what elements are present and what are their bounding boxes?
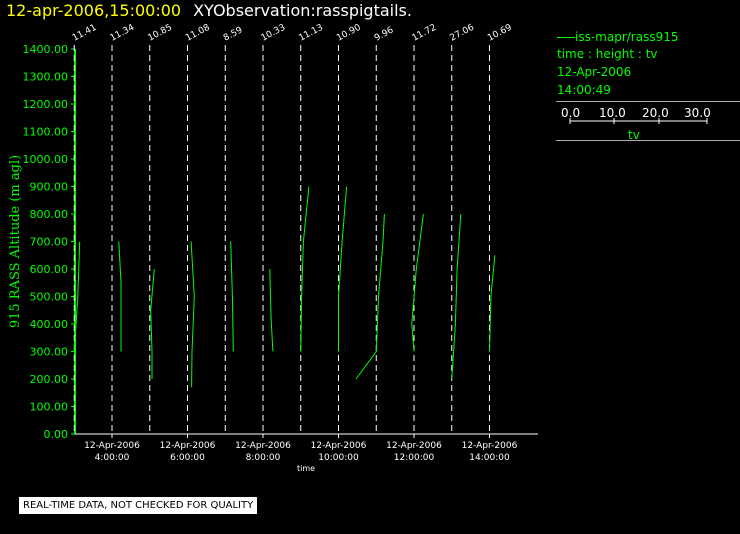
profile-value-label: 10.69 — [486, 23, 514, 44]
header-title: XYObservation:rasspigtails. — [193, 1, 412, 20]
x-tick-time: 8:00:00 — [246, 453, 281, 463]
profile-line — [300, 186, 310, 352]
x-tick-date: 12-Apr-2006 — [386, 441, 442, 451]
legend-scale: 0.0 10.0 20.0 30.0 tv — [561, 106, 711, 142]
legend-scale-label: tv — [628, 128, 640, 142]
legend-date: 12-Apr-2006 — [557, 65, 632, 79]
quality-warning-badge: REAL-TIME DATA, NOT CHECKED FOR QUALITY — [19, 497, 258, 514]
profile-value-label: 10.85 — [146, 23, 173, 44]
profile-line — [489, 255, 496, 352]
profile-line — [150, 268, 155, 379]
y-tick-label: 100.00 — [30, 401, 69, 414]
profile-value-label: 9.96 — [373, 25, 396, 43]
legend-series-name: iss-mapr/rass915 — [575, 30, 679, 44]
profile-value-label: 11.34 — [109, 23, 137, 44]
legend-time: 14:00:49 — [557, 83, 611, 97]
y-tick-label: 700.00 — [30, 236, 69, 249]
x-tick-date: 12-Apr-2006 — [84, 441, 140, 451]
x-tick-time: 10:00:00 — [318, 453, 359, 463]
y-axis-label: 915 RASS Altitude (m agl) — [8, 155, 23, 328]
y-tick-label: 1300.00 — [23, 71, 69, 84]
profile-value-label: 10.90 — [335, 23, 363, 44]
profile-line — [269, 268, 274, 352]
y-tick-label: 1100.00 — [23, 126, 69, 139]
x-tick-time: 12:00:00 — [394, 453, 435, 463]
y-tick-label: 500.00 — [30, 291, 69, 304]
legend-line-icon — [557, 37, 575, 38]
legend-series: iss-mapr/rass915 — [557, 30, 679, 44]
legend-scale-tick: 20.0 — [642, 106, 669, 120]
x-tick-date: 12-Apr-2006 — [160, 441, 216, 451]
chart-header: 12-apr-2006,15:00:00 XYObservation:rasspi… — [6, 1, 412, 25]
y-tick-label: 800.00 — [30, 208, 69, 221]
profile-line — [355, 213, 385, 380]
y-tick-label: 400.00 — [30, 318, 69, 331]
profile-value-label: 11.08 — [184, 23, 212, 44]
y-tick-label: 0.00 — [44, 428, 69, 441]
y-tick-label: 900.00 — [30, 181, 69, 194]
profile-line — [338, 186, 348, 352]
profile-value-label: 27.06 — [448, 23, 476, 44]
profile-value-label: 11.13 — [297, 23, 324, 44]
y-tick-label: 200.00 — [30, 373, 69, 386]
header-timestamp: 12-apr-2006,15:00:00 — [6, 1, 182, 20]
profile-line — [451, 213, 462, 380]
profile-value-label: 11.72 — [411, 23, 438, 44]
profile-line — [411, 213, 424, 352]
legend-variables: time : height : tv — [557, 47, 658, 61]
y-tick-label: 600.00 — [30, 263, 69, 276]
y-tick-label: 1200.00 — [23, 98, 69, 111]
profile-value-label: 11.41 — [71, 23, 98, 44]
legend-scale-tick: 30.0 — [684, 106, 711, 120]
legend-divider-top — [556, 101, 740, 102]
x-tick-date: 12-Apr-2006 — [462, 441, 518, 451]
profile-value-label: 8.59 — [222, 25, 245, 43]
x-tick-date: 12-Apr-2006 — [311, 441, 367, 451]
x-tick-date: 12-Apr-2006 — [235, 441, 291, 451]
y-tick-label: 300.00 — [30, 346, 69, 359]
legend-divider-bottom — [556, 140, 740, 141]
legend: iss-mapr/rass915 time : height : tv 12-A… — [556, 28, 740, 148]
profile-line — [73, 241, 81, 352]
profile-value-label: 10.33 — [260, 23, 287, 44]
y-tick-label: 1000.00 — [23, 153, 69, 166]
x-tick-time: 14:00:00 — [469, 453, 510, 463]
x-tick-time: 4:00:00 — [95, 453, 130, 463]
y-tick-label: 1400.00 — [23, 43, 69, 56]
profile-line — [118, 241, 122, 352]
profile-line — [190, 241, 195, 388]
legend-scale-tick: 0.0 — [561, 106, 580, 120]
profile-line — [230, 241, 234, 352]
legend-scale-tick: 10.0 — [599, 106, 626, 120]
x-tick-time: 6:00:00 — [170, 453, 205, 463]
x-axis-label: time — [297, 464, 315, 473]
